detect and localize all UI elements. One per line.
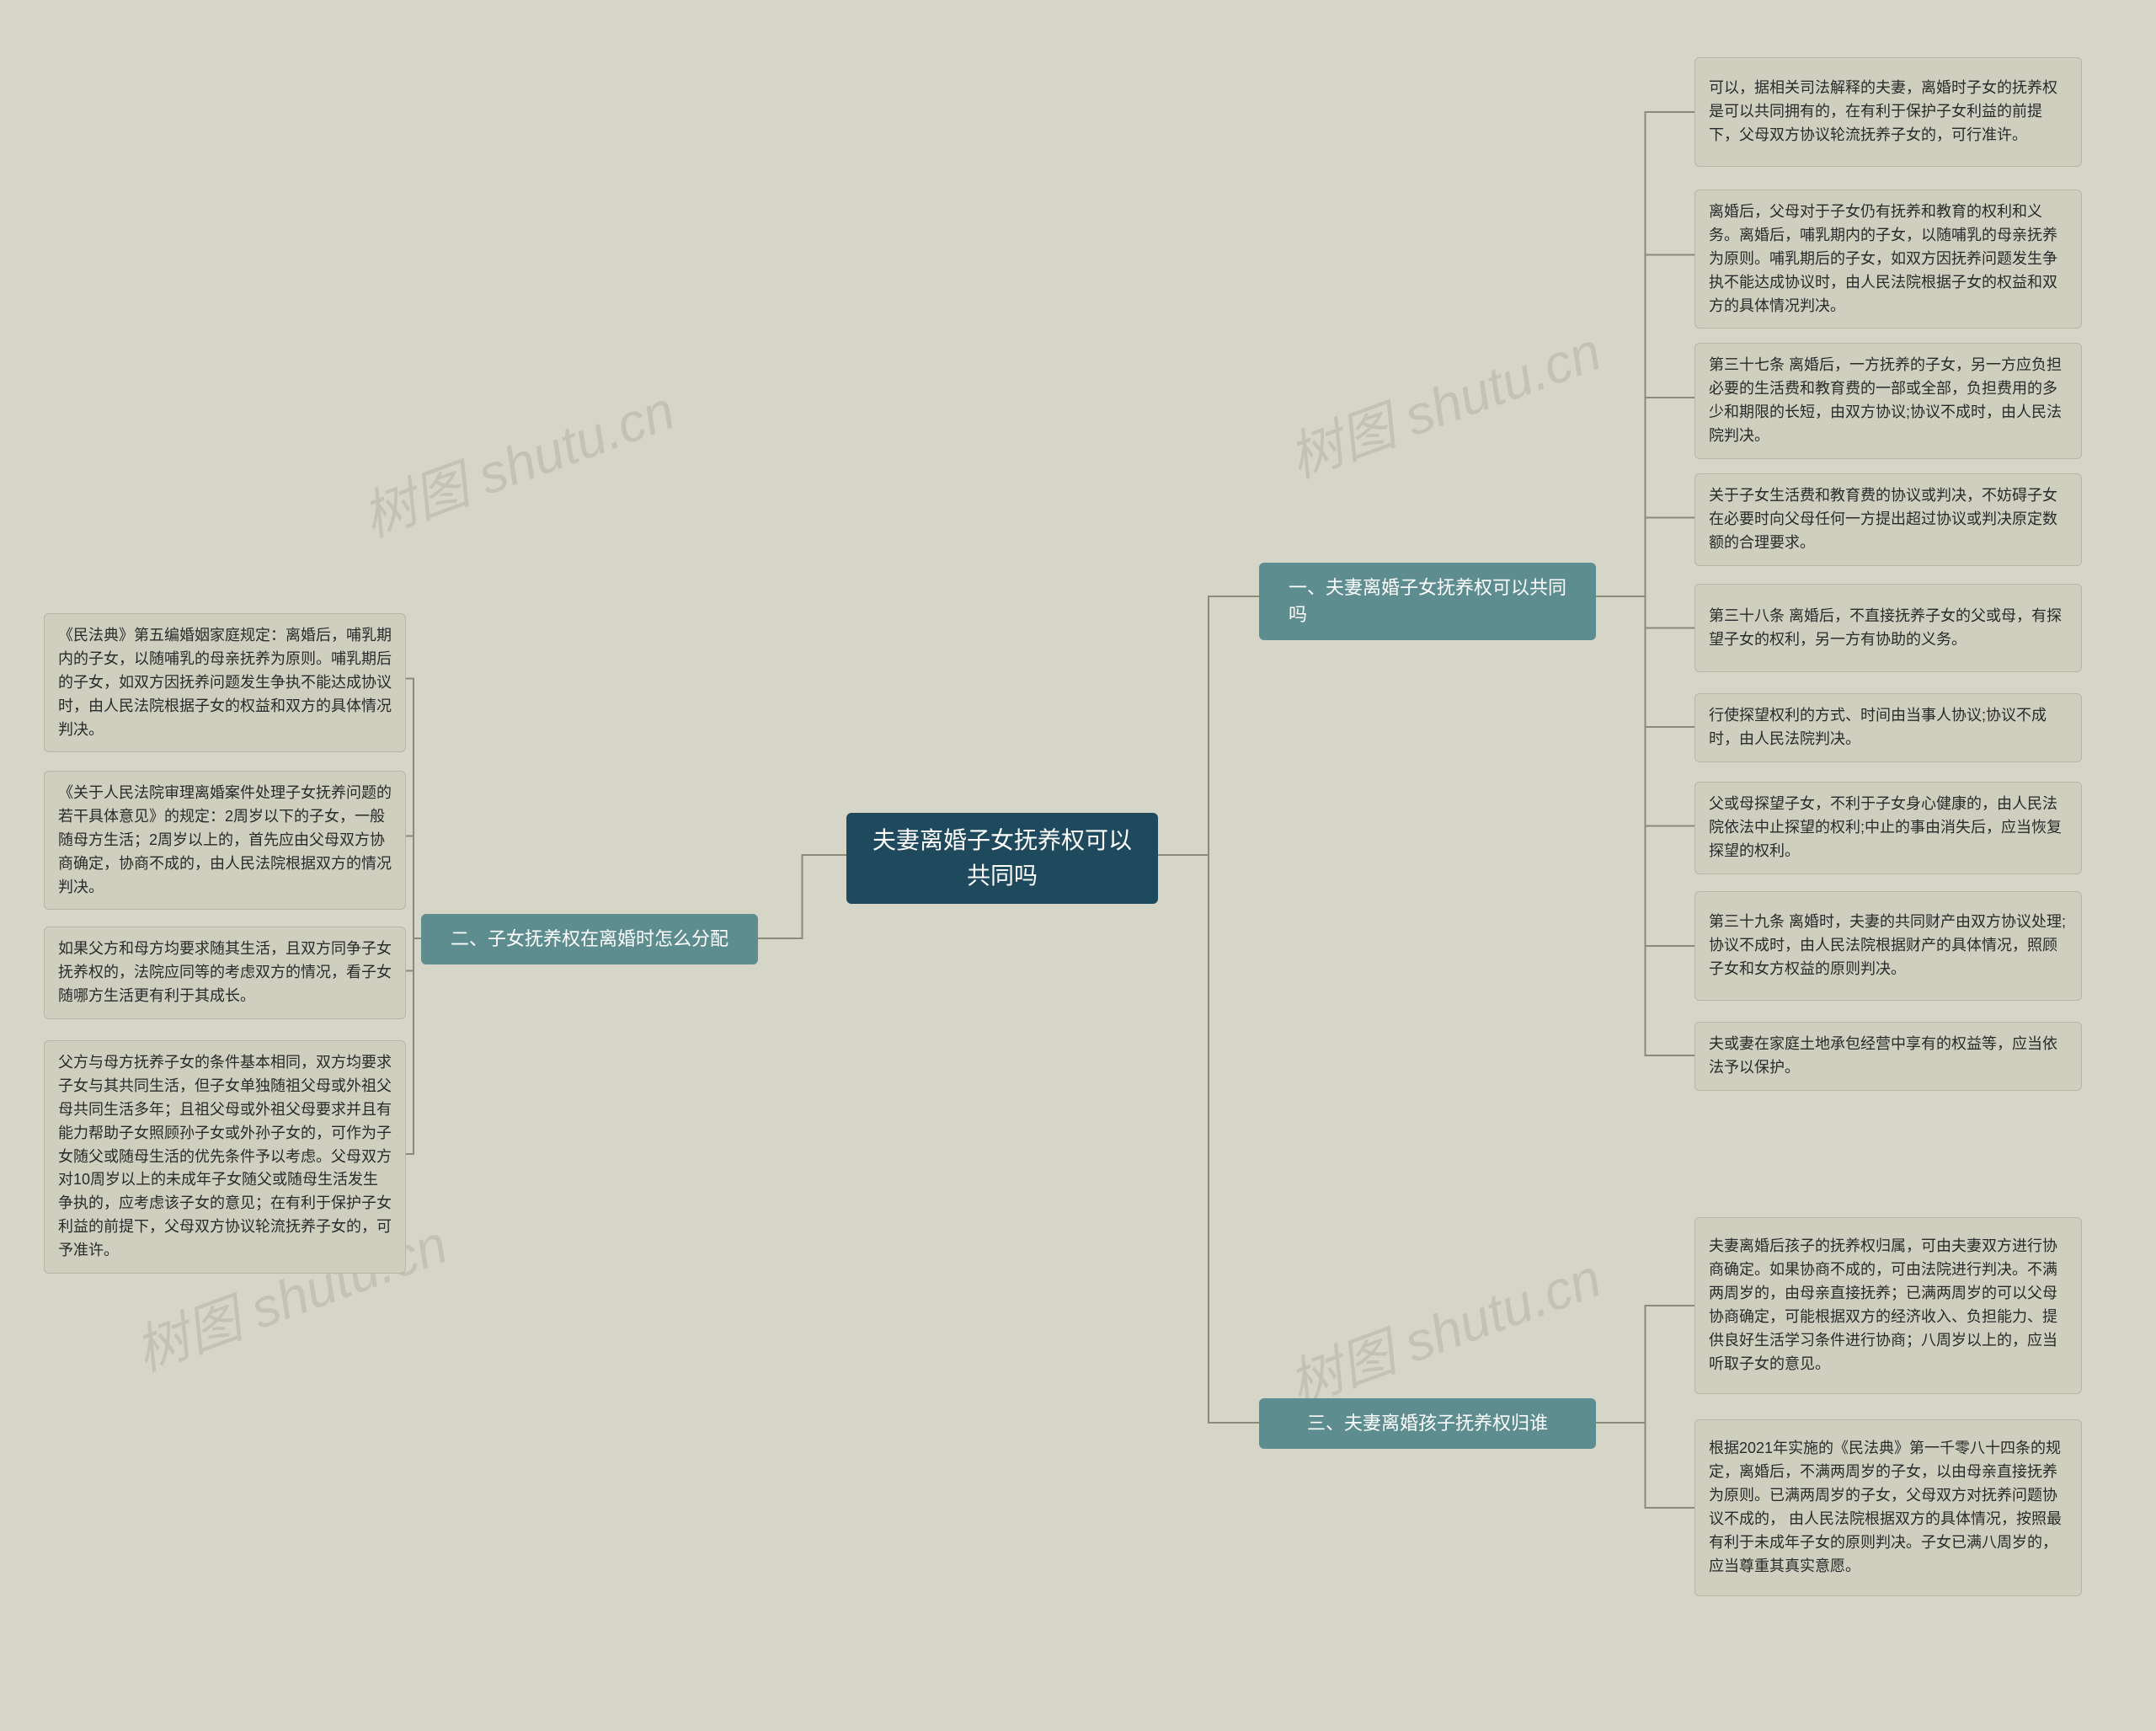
watermark: 树图 shutu.cn xyxy=(1277,1235,1610,1419)
leaf-node-1-4: 关于子女生活费和教育费的协议或判决，不妨碍子女在必要时向父母任何一方提出超过协议… xyxy=(1694,473,2082,566)
leaf-node-1-5: 第三十八条 离婚后，不直接抚养子女的父或母，有探望子女的权利，另一方有协助的义务… xyxy=(1694,584,2082,672)
leaf-node-1-3: 第三十七条 离婚后，一方抚养的子女，另一方应负担必要的生活费和教育费的一部或全部… xyxy=(1694,343,2082,459)
leaf-node-1-8: 第三十九条 离婚时，夫妻的共同财产由双方协议处理;协议不成时，由人民法院根据财产… xyxy=(1694,891,2082,1001)
branch-node-2: 二、子女抚养权在离婚时怎么分配 xyxy=(421,914,758,964)
watermark: 树图 shutu.cn xyxy=(1277,308,1610,493)
branch-node-3: 三、夫妻离婚孩子抚养权归谁 xyxy=(1259,1398,1596,1449)
leaf-node-3-1: 夫妻离婚后孩子的抚养权归属，可由夫妻双方进行协商确定。如果协商不成的，可由法院进… xyxy=(1694,1217,2082,1394)
leaf-node-1-1: 可以，据相关司法解释的夫妻，离婚时子女的抚养权是可以共同拥有的，在有利于保护子女… xyxy=(1694,57,2082,167)
leaf-node-1-2: 离婚后，父母对于子女仍有抚养和教育的权利和义务。离婚后，哺乳期内的子女，以随哺乳… xyxy=(1694,190,2082,329)
leaf-node-2-1: 《民法典》第五编婚姻家庭规定：离婚后，哺乳期内的子女，以随哺乳的母亲抚养为原则。… xyxy=(44,613,406,752)
leaf-node-2-3: 如果父方和母方均要求随其生活，且双方同争子女抚养权的，法院应同等的考虑双方的情况… xyxy=(44,927,406,1019)
leaf-node-1-6: 行使探望权利的方式、时间由当事人协议;协议不成时，由人民法院判决。 xyxy=(1694,693,2082,762)
leaf-node-2-4: 父方与母方抚养子女的条件基本相同，双方均要求子女与其共同生活，但子女单独随祖父母… xyxy=(44,1040,406,1274)
leaf-node-1-9: 夫或妻在家庭土地承包经营中享有的权益等，应当依法予以保护。 xyxy=(1694,1022,2082,1091)
root-node: 夫妻离婚子女抚养权可以共同吗 xyxy=(846,813,1158,904)
watermark: 树图 shutu.cn xyxy=(350,367,684,552)
leaf-node-3-2: 根据2021年实施的《民法典》第一千零八十四条的规定，离婚后，不满两周岁的子女，… xyxy=(1694,1419,2082,1596)
branch-node-1: 一、夫妻离婚子女抚养权可以共同吗 xyxy=(1259,563,1596,640)
leaf-node-1-7: 父或母探望子女，不利于子女身心健康的，由人民法院依法中止探望的权利;中止的事由消… xyxy=(1694,782,2082,874)
leaf-node-2-2: 《关于人民法院审理离婚案件处理子女抚养问题的若干具体意见》的规定：2周岁以下的子… xyxy=(44,771,406,910)
